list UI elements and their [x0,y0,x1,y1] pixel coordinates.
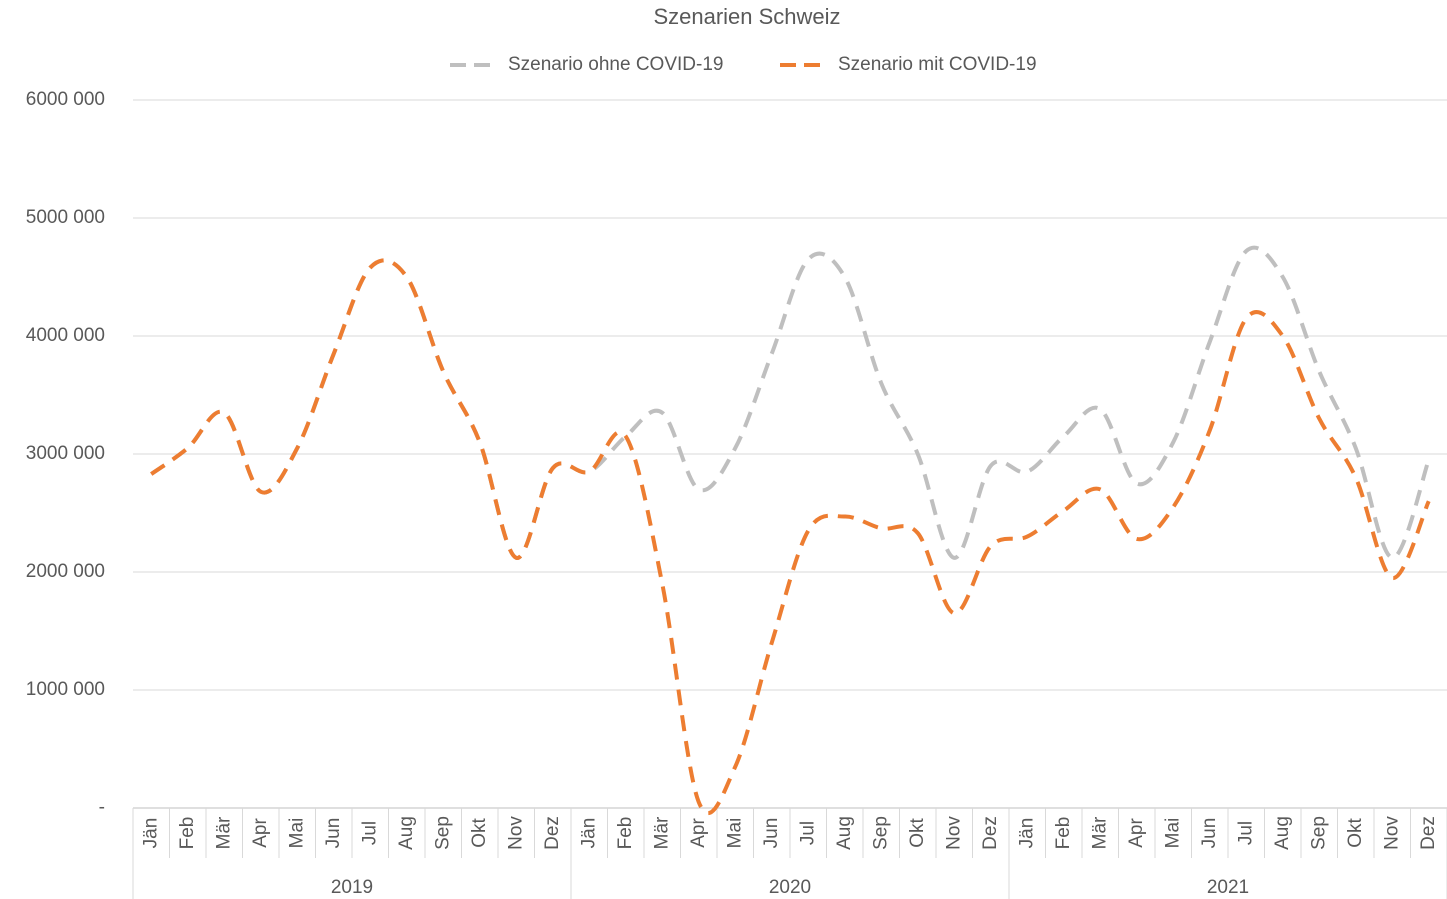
x-tick-label: Mai [286,818,307,849]
x-tick-label: Dez [980,816,1001,850]
series-line [150,245,1431,560]
x-tick-label: Feb [177,817,198,850]
year-label: 2019 [331,877,373,898]
x-tick-label: Apr [250,818,271,848]
x-tick-label: Nov [1381,816,1402,850]
x-tick-label: Dez [1418,816,1439,850]
x-tick-label: Feb [1053,817,1074,850]
x-tick-label: Okt [907,818,928,848]
x-tick-label: Mai [1162,818,1183,849]
year-label: 2020 [769,877,811,898]
y-tick-label: 4000 000 [26,325,105,346]
year-label: 2021 [1207,877,1249,898]
chart-title: Szenarien Schweiz [653,4,840,29]
x-tick-label: Jän [140,818,161,849]
x-tick-label: Sep [432,816,453,850]
x-tick-label: Jul [359,821,380,845]
x-tick-label: Nov [505,816,526,850]
x-tick-label: Mär [651,816,672,849]
x-tick-label: Aug [834,816,855,850]
legend-label: Szenario ohne COVID-19 [508,54,723,75]
x-tick-label: Mär [213,816,234,849]
y-tick-label: 1000 000 [26,679,105,700]
x-tick-label: Okt [1345,818,1366,848]
x-tick-label: Jun [1199,818,1220,849]
x-tick-label: Sep [870,816,891,850]
x-tick-label: Aug [1272,816,1293,850]
x-tick-label: Jän [578,818,599,849]
y-tick-label: - [99,797,105,818]
x-tick-label: Mai [724,818,745,849]
legend-label: Szenario mit COVID-19 [838,54,1037,75]
x-tick-label: Okt [469,818,490,848]
x-tick-label: Mär [1089,816,1110,849]
series-line [150,258,1431,816]
x-tick-label: Apr [688,818,709,848]
x-tick-label: Dez [542,816,563,850]
x-tick-label: Jän [1016,818,1037,849]
x-tick-label: Feb [615,817,636,850]
y-tick-label: 6000 000 [26,89,105,110]
x-tick-label: Nov [943,816,964,850]
x-tick-label: Jun [323,818,344,849]
x-tick-label: Sep [1308,816,1329,850]
x-tick-label: Aug [396,816,417,850]
x-tick-label: Jun [761,818,782,849]
x-tick-label: Jul [1235,821,1256,845]
x-tick-label: Jul [797,821,818,845]
y-tick-label: 5000 000 [26,207,105,228]
x-tick-label: Apr [1126,818,1147,848]
y-tick-label: 3000 000 [26,443,105,464]
y-tick-label: 2000 000 [26,561,105,582]
